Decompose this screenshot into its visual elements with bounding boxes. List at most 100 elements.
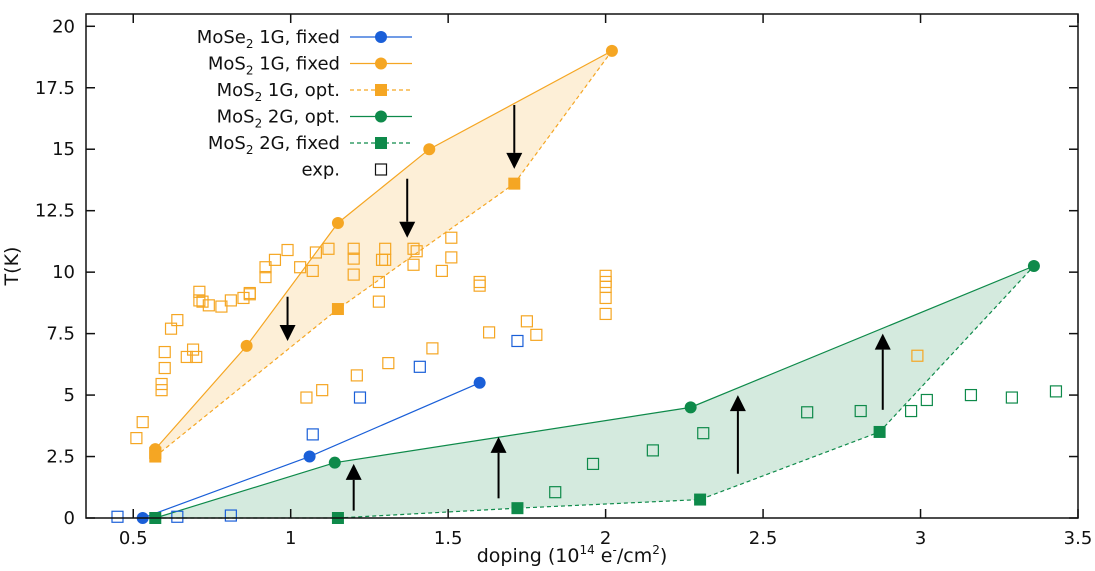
- exp-point-orange: [224, 294, 237, 307]
- exp-point-orange: [309, 246, 322, 259]
- exp-point-orange: [243, 288, 256, 301]
- exp-point-orange: [193, 285, 206, 298]
- exp-point-green: [854, 404, 867, 418]
- arrow-head-0: [279, 324, 296, 341]
- exp-point-orange: [372, 295, 385, 308]
- exp-point-orange: [196, 295, 209, 308]
- exp-point-orange: [322, 242, 335, 255]
- exp-point-orange: [599, 307, 612, 321]
- series-2-point: [508, 177, 521, 190]
- y-tick-label: 20: [52, 16, 75, 37]
- green-band: [155, 266, 1034, 518]
- exp-point-orange: [171, 313, 184, 327]
- exp-point-orange: [130, 431, 143, 445]
- arrow-head-4: [490, 436, 507, 453]
- axis-ticks: 0.5 1 1.5 2 2.5 3 3.5 0 2.5 5 7.5 10 12.5 15 17.5 20: [35, 14, 1092, 549]
- exp-point-green: [549, 486, 562, 499]
- exp-point-orange: [190, 350, 203, 364]
- exp-point-orange: [372, 275, 385, 289]
- series-markers: [136, 44, 1040, 524]
- exp-point-orange: [281, 243, 294, 257]
- arrow-head-1: [399, 221, 416, 238]
- exp-point-orange: [445, 231, 458, 244]
- series-4-point: [511, 502, 524, 515]
- exp-point-orange: [155, 377, 168, 391]
- x-tick-label: 3: [915, 528, 926, 549]
- exp-point-green: [904, 404, 918, 418]
- exp-point-orange: [158, 361, 171, 375]
- legend-label: exp.: [301, 160, 340, 181]
- series-1-point: [605, 44, 618, 57]
- exp-point-green: [801, 406, 814, 419]
- series-3-point: [328, 456, 341, 469]
- exp-point-orange: [300, 391, 313, 404]
- series-4-point: [694, 493, 707, 506]
- exp-point-orange: [599, 291, 612, 305]
- series-0-point: [473, 376, 486, 389]
- exp-point-green: [1005, 391, 1018, 404]
- x-tick-label: 1: [285, 528, 296, 549]
- legend-marker: [375, 31, 387, 43]
- arrow-head-2: [506, 152, 523, 169]
- exp-point-orange: [599, 269, 612, 282]
- exp-point-blue: [353, 391, 367, 404]
- x-axis-label: doping (1014 e-/cm2): [477, 543, 668, 567]
- y-tick-label: 2.5: [46, 447, 75, 468]
- exp-point-orange: [164, 322, 178, 335]
- exp-point-orange: [407, 242, 420, 255]
- x-tick-label: 3.5: [1064, 528, 1093, 549]
- exp-point-orange: [306, 264, 319, 278]
- exp-point-orange: [155, 384, 168, 397]
- legend-label: MoS2 1G, opt.: [217, 80, 340, 104]
- exp-point-orange: [202, 299, 215, 312]
- exp-point-orange: [136, 416, 149, 429]
- exp-point-orange: [379, 253, 392, 266]
- arrow-head-5: [729, 395, 746, 412]
- exp-point-orange: [259, 261, 272, 274]
- exp-point-orange: [473, 275, 486, 289]
- arrow-head-3: [345, 463, 362, 480]
- exp-point-orange: [473, 279, 486, 292]
- exp-point-orange: [347, 252, 360, 265]
- exp-point-green: [1049, 385, 1063, 398]
- exp-point-orange: [347, 268, 360, 281]
- exp-point-orange: [426, 342, 439, 355]
- y-tick-label: 7.5: [46, 324, 75, 345]
- exp-point-orange: [520, 315, 533, 328]
- exp-point-orange: [410, 245, 423, 258]
- y-tick-label: 12.5: [35, 201, 75, 222]
- exp-point-orange: [347, 242, 360, 255]
- legend-marker: [375, 84, 387, 96]
- arrows: [279, 104, 891, 511]
- legend-label: MoS2 2G, fixed: [208, 133, 340, 157]
- y-axis-label: T(K): [1, 247, 23, 287]
- y-tick-label: 15: [52, 139, 75, 160]
- exp-point-orange: [382, 357, 395, 370]
- legend-label: MoS2 1G, fixed: [208, 54, 340, 78]
- series-2-point: [149, 450, 162, 463]
- series-1-point: [331, 216, 344, 229]
- exp-point-green: [586, 457, 600, 471]
- series-2-point: [331, 303, 344, 316]
- exp-point-blue: [111, 510, 124, 523]
- plot-frame: [85, 13, 1079, 519]
- x-tick-label: 2.5: [749, 528, 778, 549]
- exp-point-orange: [268, 253, 282, 266]
- exp-point-blue: [224, 509, 237, 522]
- exp-point-blue: [511, 334, 524, 348]
- y-tick-label: 10: [52, 262, 75, 283]
- exp-point-green: [697, 427, 710, 440]
- exp-point-orange: [530, 328, 543, 341]
- exp-point-orange: [911, 349, 924, 362]
- legend-marker: [375, 137, 387, 149]
- series-1-point: [423, 143, 436, 156]
- exp-point-green: [646, 444, 659, 457]
- exp-point-orange: [294, 261, 307, 274]
- exp-point-orange: [180, 350, 193, 364]
- x-tick-label: 0.5: [119, 528, 148, 549]
- x-tick-label: 1.5: [434, 528, 463, 549]
- exp-point-blue: [171, 510, 184, 523]
- series-line-3: [155, 265, 1035, 519]
- exp-point-orange: [259, 270, 272, 284]
